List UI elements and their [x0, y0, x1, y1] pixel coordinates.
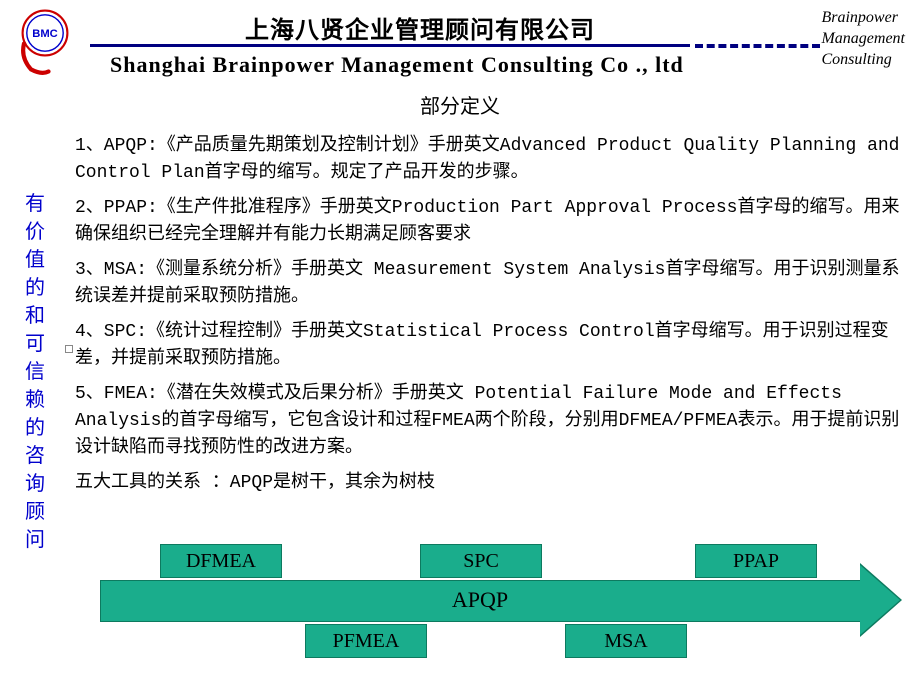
brand-line2: Management	[821, 29, 905, 50]
brand-line3: Consulting	[821, 50, 905, 71]
company-title-cn: 上海八贤企业管理顾问有限公司	[245, 10, 595, 45]
box-msa: MSA	[565, 624, 687, 658]
page-subtitle: 部分定义	[0, 90, 920, 119]
header-divider	[90, 44, 690, 47]
definitions-content: 1、APQP:《产品质量先期策划及控制计划》手册英文Advanced Produ…	[75, 125, 905, 505]
box-pfmea: PFMEA	[305, 624, 427, 658]
def-ppap: 2、PPAP:《生产件批准程序》手册英文Production Part Appr…	[75, 195, 905, 249]
brand-line1: Brainpower	[821, 8, 905, 29]
def-apqp: 1、APQP:《产品质量先期策划及控制计划》手册英文Advanced Produ…	[75, 133, 905, 187]
def-fmea: 5、FMEA:《潜在失效模式及后果分析》手册英文 Potential Failu…	[75, 381, 905, 462]
arrow-main-label: APQP	[100, 580, 860, 620]
def-relation: 五大工具的关系 ：APQP是树干，其余为树枝	[75, 470, 905, 497]
def-msa: 3、MSA:《测量系统分析》手册英文 Measurement System An…	[75, 257, 905, 311]
marker-icon	[65, 345, 73, 353]
box-dfmea: DFMEA	[160, 544, 282, 578]
brand-text: Brainpower Management Consulting	[821, 8, 905, 70]
header-dashed-divider	[695, 44, 820, 51]
svg-text:BMC: BMC	[32, 28, 57, 40]
box-spc: SPC	[420, 544, 542, 578]
box-ppap: PPAP	[695, 544, 817, 578]
def-spc: 4、SPC:《统计过程控制》手册英文Statistical Process Co…	[75, 319, 905, 373]
bmc-logo-icon: BMC	[10, 5, 80, 75]
header: BMC 上海八贤企业管理顾问有限公司 Shanghai Brainpower M…	[0, 0, 920, 85]
company-title-en: Shanghai Brainpower Management Consultin…	[110, 52, 684, 78]
sidebar-vertical-text: 有价值的和可信赖的咨询顾问	[25, 190, 45, 554]
arrow-head-icon	[860, 565, 900, 635]
tools-diagram: APQP DFMEA SPC PPAP PFMEA MSA	[80, 530, 900, 670]
